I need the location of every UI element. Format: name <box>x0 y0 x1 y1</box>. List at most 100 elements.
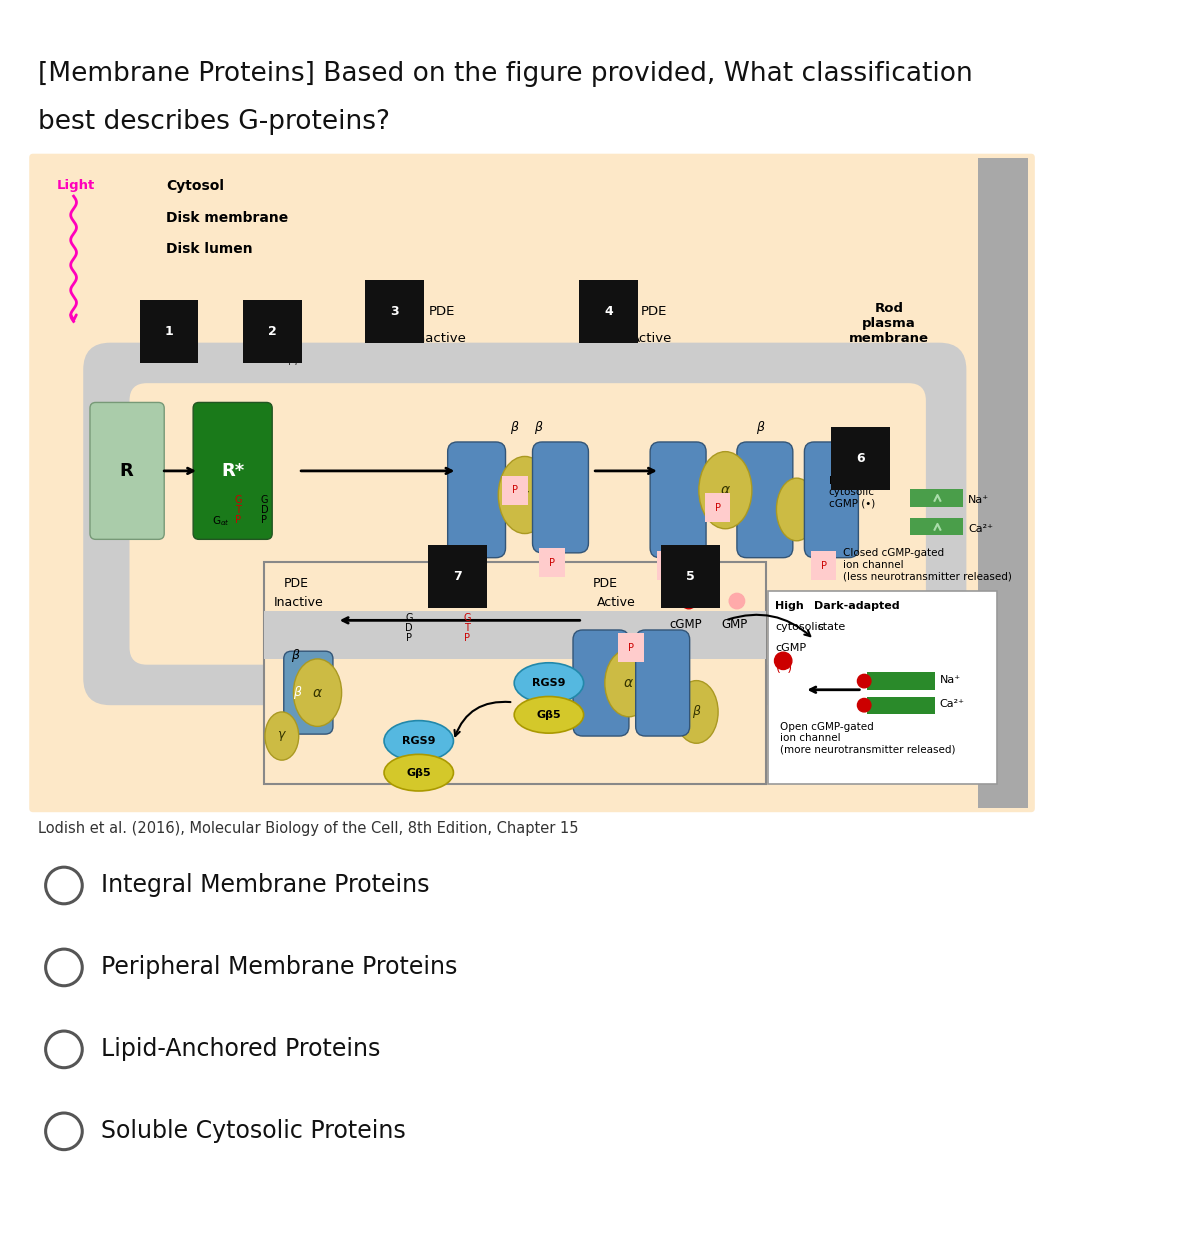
Text: G
D
P: G D P <box>406 613 413 642</box>
Text: P: P <box>548 558 554 568</box>
FancyBboxPatch shape <box>90 403 164 539</box>
Text: R*: R* <box>221 462 245 480</box>
Text: Low
cytosolic
cGMP (•): Low cytosolic cGMP (•) <box>828 476 875 509</box>
FancyBboxPatch shape <box>193 403 272 539</box>
Text: 7: 7 <box>452 570 462 583</box>
Text: state: state <box>817 622 845 632</box>
Ellipse shape <box>605 650 653 716</box>
Ellipse shape <box>776 478 817 541</box>
Text: P: P <box>666 560 672 570</box>
Text: P: P <box>464 563 470 573</box>
Text: Lipid-Anchored Proteins: Lipid-Anchored Proteins <box>101 1037 380 1061</box>
Text: Open cGMP-gated
ion channel
(more neurotransmitter released): Open cGMP-gated ion channel (more neurot… <box>780 721 955 755</box>
Text: PDE: PDE <box>641 306 667 319</box>
Circle shape <box>680 593 696 609</box>
Ellipse shape <box>674 681 718 743</box>
FancyBboxPatch shape <box>264 611 766 658</box>
Text: Light: Light <box>58 179 96 191</box>
Text: G$_{\alpha t}$: G$_{\alpha t}$ <box>212 514 230 528</box>
Circle shape <box>730 593 745 609</box>
Text: Ca²⁺: Ca²⁺ <box>968 524 994 534</box>
Text: High: High <box>775 601 804 611</box>
Text: $\alpha$: $\alpha$ <box>720 483 731 497</box>
Text: P: P <box>512 486 518 495</box>
Ellipse shape <box>265 711 299 760</box>
Text: $\beta$: $\beta$ <box>534 419 544 436</box>
Ellipse shape <box>514 696 583 733</box>
Text: Active: Active <box>631 332 672 345</box>
Text: Na⁺: Na⁺ <box>968 495 990 505</box>
Text: Na⁺: Na⁺ <box>940 675 960 685</box>
Ellipse shape <box>384 754 454 791</box>
Text: P: P <box>715 502 721 512</box>
FancyBboxPatch shape <box>636 630 690 737</box>
Text: Integral Membrane Proteins: Integral Membrane Proteins <box>101 874 430 898</box>
Text: PDE: PDE <box>593 577 617 590</box>
Ellipse shape <box>698 452 752 529</box>
Text: (•): (•) <box>775 662 793 675</box>
Text: $\alpha$: $\alpha$ <box>520 488 530 502</box>
Text: $\beta$: $\beta$ <box>756 419 766 436</box>
Text: $\beta$: $\beta$ <box>290 647 300 663</box>
Text: Gβ5: Gβ5 <box>407 768 431 778</box>
FancyBboxPatch shape <box>911 519 964 535</box>
Text: G
D
P: G D P <box>260 495 269 525</box>
Text: Disk lumen: Disk lumen <box>166 243 253 257</box>
FancyBboxPatch shape <box>264 563 766 784</box>
FancyBboxPatch shape <box>448 442 505 558</box>
FancyBboxPatch shape <box>29 154 1034 812</box>
Text: $\beta$: $\beta$ <box>510 419 520 436</box>
Text: cGMP: cGMP <box>670 618 702 632</box>
Text: $\alpha$: $\alpha$ <box>312 686 323 700</box>
Text: 5: 5 <box>686 570 695 583</box>
Text: Disk membrane: Disk membrane <box>166 210 288 224</box>
Text: $\alpha$: $\alpha$ <box>624 676 635 690</box>
FancyBboxPatch shape <box>283 651 332 734</box>
Text: Peripheral Membrane Proteins: Peripheral Membrane Proteins <box>101 956 457 980</box>
Ellipse shape <box>384 720 454 762</box>
FancyBboxPatch shape <box>804 442 858 558</box>
FancyBboxPatch shape <box>130 383 926 665</box>
Text: cytosolic: cytosolic <box>775 622 824 632</box>
Circle shape <box>774 652 792 670</box>
Text: Ca²⁺: Ca²⁺ <box>940 699 965 709</box>
Ellipse shape <box>294 658 342 726</box>
Text: G$_{\beta\gamma}$: G$_{\beta\gamma}$ <box>278 350 301 368</box>
Ellipse shape <box>498 457 551 534</box>
Text: 3: 3 <box>390 306 398 319</box>
Text: 1: 1 <box>164 325 174 337</box>
Text: Active: Active <box>598 597 636 609</box>
FancyBboxPatch shape <box>650 442 706 558</box>
FancyBboxPatch shape <box>768 592 997 784</box>
Text: best describes G-proteins?: best describes G-proteins? <box>38 110 390 136</box>
Text: Rod
plasma
membrane: Rod plasma membrane <box>850 302 929 345</box>
Ellipse shape <box>514 662 583 704</box>
Text: cGMP: cGMP <box>775 642 806 652</box>
Text: 4: 4 <box>605 306 613 319</box>
FancyBboxPatch shape <box>533 442 588 553</box>
Text: Dark-adapted: Dark-adapted <box>814 601 900 611</box>
Text: Gβ5: Gβ5 <box>536 710 562 720</box>
Circle shape <box>858 675 871 687</box>
Text: RGS9: RGS9 <box>532 679 565 687</box>
FancyBboxPatch shape <box>868 696 935 714</box>
Text: Inactive: Inactive <box>274 597 324 609</box>
Text: RGS9: RGS9 <box>402 735 436 745</box>
Text: [Membrane Proteins] Based on the figure provided, What classification: [Membrane Proteins] Based on the figure … <box>38 62 973 87</box>
Text: PDE: PDE <box>428 306 455 319</box>
Text: P: P <box>821 560 827 570</box>
Text: $\beta$: $\beta$ <box>691 704 701 720</box>
Text: Lodish et al. (2016), Molecular Biology of the Cell, 8th Edition, Chapter 15: Lodish et al. (2016), Molecular Biology … <box>38 821 578 836</box>
Text: R: R <box>120 462 133 480</box>
Circle shape <box>858 699 871 711</box>
FancyBboxPatch shape <box>868 672 935 690</box>
FancyBboxPatch shape <box>978 157 1028 808</box>
FancyBboxPatch shape <box>83 342 966 705</box>
Text: 2: 2 <box>268 325 276 337</box>
Text: Closed cGMP-gated
ion channel
(less neurotransmitter released): Closed cGMP-gated ion channel (less neur… <box>842 548 1012 582</box>
Text: G
T
P: G T P <box>463 613 470 642</box>
FancyBboxPatch shape <box>911 490 964 506</box>
Text: $\beta$: $\beta$ <box>294 684 304 701</box>
Text: 6: 6 <box>856 452 865 465</box>
Text: Soluble Cytosolic Proteins: Soluble Cytosolic Proteins <box>101 1119 406 1143</box>
